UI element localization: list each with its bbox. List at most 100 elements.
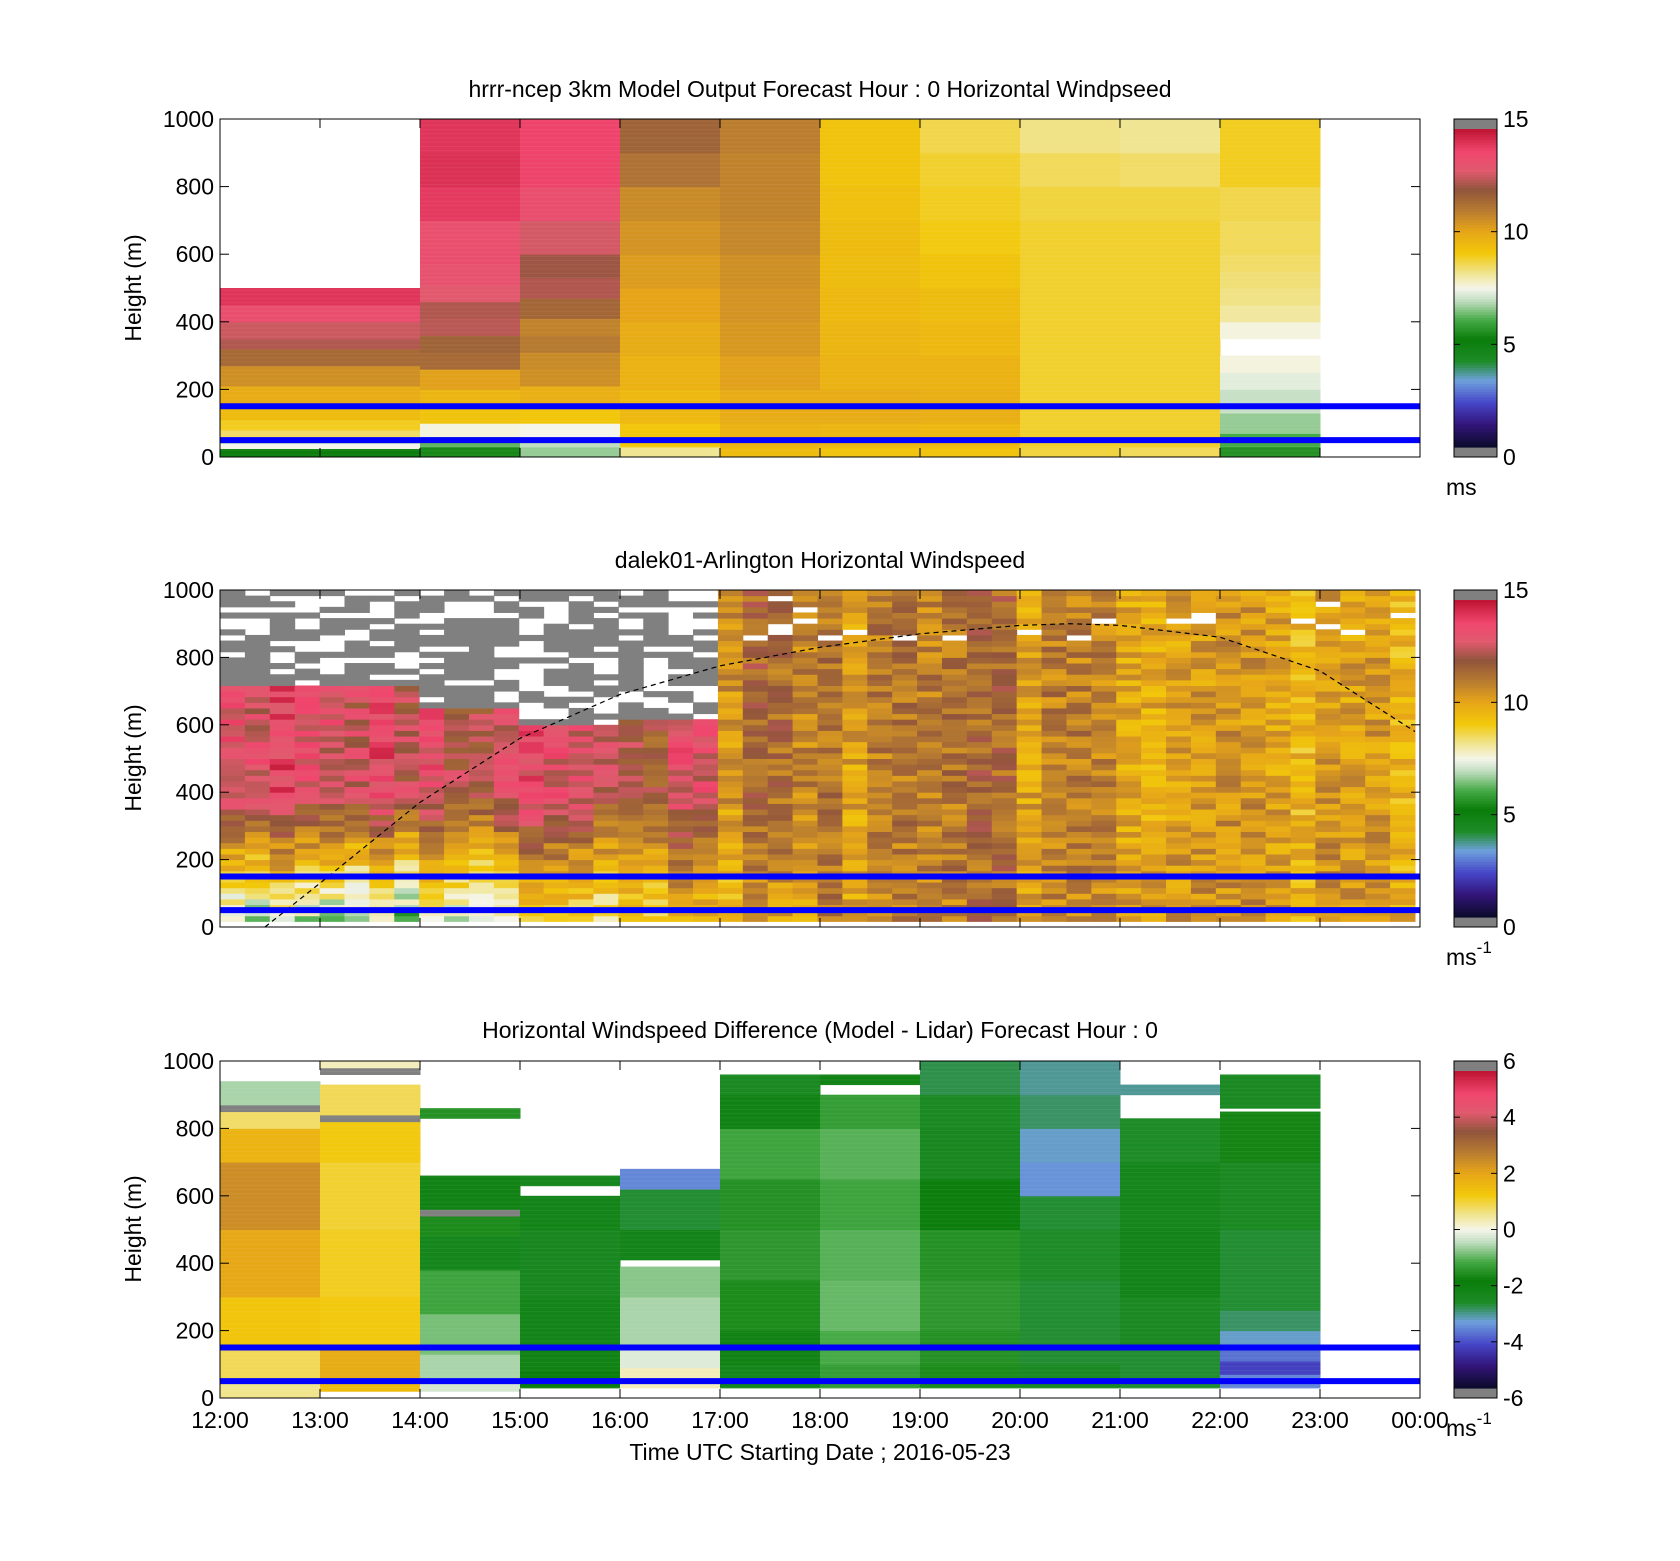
heatmap-cell <box>1190 623 1217 630</box>
heatmap-cell <box>319 859 345 866</box>
heatmap-cell <box>892 663 918 670</box>
heatmap-cell <box>820 1280 921 1332</box>
heatmap-cell <box>518 612 545 619</box>
heatmap-cell <box>941 719 968 726</box>
y-tick-label: 800 <box>176 1115 214 1141</box>
heatmap-cell <box>1141 713 1167 720</box>
colorbar-swatch <box>1454 235 1497 239</box>
heatmap-cell <box>941 702 968 709</box>
heatmap-cell <box>717 646 744 653</box>
heatmap-cell <box>1066 741 1092 748</box>
heatmap-cell <box>643 691 669 698</box>
heatmap-cell <box>1016 736 1043 743</box>
heatmap-cell <box>842 809 868 816</box>
heatmap-cell <box>892 758 918 765</box>
colorbar-swatch <box>1454 1324 1497 1328</box>
colorbar-swatch <box>1454 1287 1497 1291</box>
heatmap-cell <box>917 859 943 866</box>
colorbar-swatch <box>1454 1274 1497 1278</box>
heatmap-cell <box>1390 595 1416 602</box>
heatmap-cell <box>518 893 545 900</box>
heatmap-cell <box>1190 848 1217 855</box>
heatmap-cell <box>220 915 246 922</box>
heatmap-cell <box>1091 764 1117 771</box>
heatmap-cell <box>1116 696 1142 703</box>
heatmap-cell <box>917 595 943 602</box>
heatmap-cell <box>717 623 744 630</box>
heatmap-cell <box>1166 663 1192 670</box>
heatmap-cell <box>941 696 968 703</box>
heatmap-cell <box>1365 747 1391 754</box>
heatmap-cell <box>369 618 395 625</box>
heatmap-cell <box>1240 629 1267 636</box>
heatmap-cell <box>817 876 843 883</box>
heatmap-cell <box>220 707 246 715</box>
colorbar-swatch <box>1454 258 1497 263</box>
colorbar-swatch <box>1454 901 1497 905</box>
heatmap-cell <box>742 623 769 630</box>
heatmap-cell <box>717 618 744 625</box>
heatmap-cell <box>1240 803 1267 810</box>
y-tick-label: 600 <box>176 712 214 738</box>
heatmap-cell <box>817 713 843 720</box>
heatmap-cell <box>294 786 321 793</box>
colorbar-swatch <box>1454 1134 1497 1138</box>
heatmap-cell <box>1016 786 1043 793</box>
heatmap-cell <box>693 736 719 743</box>
heatmap-cell <box>966 898 993 906</box>
colorbar-unit: ms-1 <box>1446 1409 1492 1441</box>
heatmap-cell <box>269 876 296 883</box>
colorbar-swatch <box>1454 1158 1497 1162</box>
colorbar-swatch <box>1454 769 1497 773</box>
heatmap-cell <box>344 713 370 720</box>
heatmap-cell <box>419 842 445 849</box>
heatmap-cell <box>991 674 1018 681</box>
heatmap-cell <box>518 657 545 664</box>
heatmap-cell <box>720 288 821 323</box>
heatmap-cell <box>668 747 694 754</box>
colorbar-swatch <box>1454 1290 1497 1294</box>
heatmap-cell <box>468 853 495 861</box>
heatmap-cell <box>1240 758 1267 765</box>
heatmap-cell <box>244 747 271 754</box>
heatmap-cell <box>1365 775 1391 782</box>
heatmap-cell <box>693 797 719 804</box>
heatmap-cell <box>593 651 619 658</box>
heatmap-cell <box>767 674 794 681</box>
heatmap-cell <box>1041 730 1067 737</box>
heatmap-cell <box>792 825 818 833</box>
heatmap-cell <box>220 803 246 810</box>
heatmap-cell <box>917 792 943 799</box>
heatmap-cell <box>966 876 993 883</box>
heatmap-cell <box>917 702 943 709</box>
heatmap-cell <box>792 736 818 743</box>
heatmap-cell <box>220 820 246 827</box>
heatmap-cell <box>518 898 545 906</box>
heatmap-cell <box>444 696 470 703</box>
heatmap-cell <box>1215 606 1242 613</box>
heatmap-cell <box>842 764 868 771</box>
heatmap-cell <box>1190 668 1217 675</box>
heatmap-cell <box>620 152 721 188</box>
heatmap-cell <box>892 853 918 861</box>
heatmap-cell <box>1041 876 1067 883</box>
heatmap-cell <box>618 674 644 681</box>
heatmap-cell <box>1016 910 1043 917</box>
heatmap-cell <box>767 634 794 642</box>
heatmap-cell <box>468 848 495 855</box>
heatmap-cell <box>220 595 246 602</box>
heatmap-cell <box>1166 668 1192 675</box>
heatmap-cell <box>892 859 918 866</box>
heatmap-cell <box>966 853 993 861</box>
heatmap-cell <box>468 797 495 804</box>
heatmap-cell <box>867 792 893 799</box>
colorbar-tick-label: 2 <box>1503 1160 1516 1186</box>
heatmap-cell <box>668 786 694 793</box>
heatmap-cell <box>1265 752 1292 759</box>
colorbar-swatch <box>1454 1203 1497 1207</box>
colorbar-swatch <box>1454 774 1497 778</box>
y-tick-label: 200 <box>176 1318 214 1344</box>
heatmap-cell <box>518 814 545 821</box>
x-axis: 12:00 13:00 14:00 15:00 16:00 17:00 18:00 19:00… <box>191 1061 1449 1433</box>
